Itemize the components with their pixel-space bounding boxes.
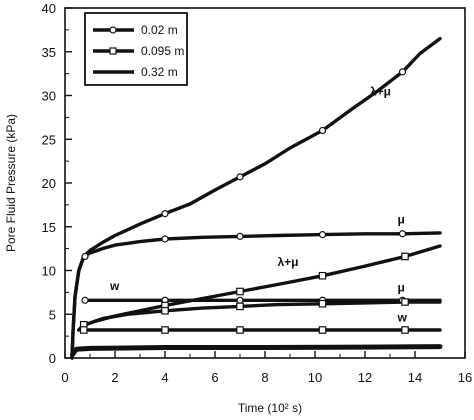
circle-marker: [81, 252, 89, 261]
legend-label-2: 0.095 m: [141, 44, 184, 58]
circle-marker: [161, 235, 169, 243]
x-tick-label: 10: [308, 370, 322, 385]
y-tick-label: 20: [42, 176, 56, 191]
series-line-1: [70, 231, 442, 360]
square-marker: [401, 326, 409, 334]
circle-marker: [236, 296, 244, 304]
legend-marker-circle: [109, 26, 117, 34]
y-tick-label: 5: [49, 307, 56, 322]
y-axis-title: Pore Fluid Pressure (kPa): [4, 114, 18, 252]
legend: 0.02 m 0.095 m 0.32 m: [84, 12, 188, 86]
circle-marker: [81, 296, 89, 304]
circle-marker: [236, 232, 244, 240]
y-tick-label: 30: [42, 89, 56, 104]
circle-marker: [318, 126, 327, 135]
x-tick-label: 16: [458, 370, 472, 385]
square-marker: [318, 299, 327, 308]
legend-marker-square: [109, 47, 117, 55]
y-tick-label: 35: [42, 45, 56, 60]
circle-marker: [318, 231, 327, 239]
curve-annotation: μ: [398, 212, 405, 226]
series-line-4: [77, 300, 442, 332]
x-tick-label: 14: [408, 370, 422, 385]
x-tick-label: 0: [61, 370, 68, 385]
square-marker: [318, 271, 327, 280]
curve-annotation: λ+μ: [370, 85, 391, 99]
marker-layer: [79, 68, 409, 334]
square-marker: [401, 252, 409, 261]
circle-marker: [161, 210, 169, 218]
square-marker: [401, 298, 409, 306]
x-tick-label: 6: [211, 370, 218, 385]
square-marker: [236, 326, 244, 334]
x-tick-label: 2: [111, 370, 118, 385]
annotation-layer: λ+μ μ λ+μ w μ w: [109, 85, 408, 325]
y-tick-label: 40: [42, 1, 56, 16]
y-tick-label: 0: [49, 351, 56, 366]
curve-annotation: w: [397, 310, 408, 324]
legend-label-3: 0.32 m: [141, 65, 178, 79]
x-axis-title: Time (10² s): [238, 401, 302, 415]
series-line-3: [77, 244, 442, 332]
x-tick-label: 8: [261, 370, 268, 385]
curve-annotation: w: [109, 279, 120, 293]
y-tick-label: 25: [42, 132, 56, 147]
series-line-6: [70, 344, 443, 357]
x-tick-label: 12: [358, 370, 372, 385]
y-tick-label: 10: [42, 264, 56, 279]
curve-annotation: λ+μ: [278, 255, 299, 269]
legend-label-1: 0.02 m: [141, 23, 178, 37]
circle-marker: [236, 173, 244, 181]
y-tick-label: 15: [42, 220, 56, 235]
square-marker: [161, 306, 169, 315]
x-tick-label: 4: [161, 370, 168, 385]
square-marker: [318, 326, 327, 334]
curve-annotation: μ: [398, 281, 405, 295]
tick-layer: 0 2 4 6 8 10 12 14 16 0 5 10 15 20 25 30 35 40: [42, 1, 473, 385]
square-marker: [236, 287, 244, 296]
circle-marker: [398, 68, 407, 76]
square-marker: [79, 326, 88, 334]
square-marker: [161, 326, 169, 334]
circle-marker: [398, 230, 407, 238]
square-marker: [236, 302, 244, 311]
